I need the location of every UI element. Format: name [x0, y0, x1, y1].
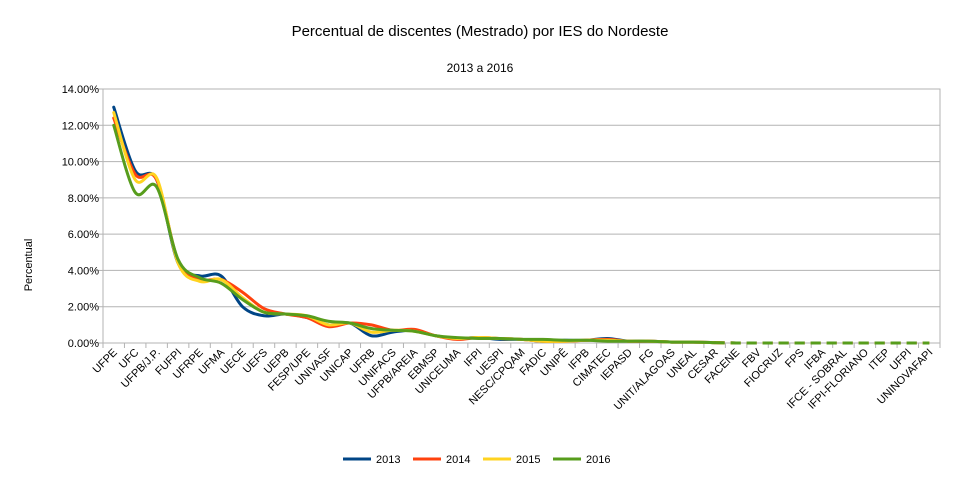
y-tick-label: 12.00% [62, 120, 100, 132]
legend: 2013 2014 2015 2016 [343, 454, 610, 466]
y-tick-label: 0.00% [68, 338, 99, 350]
y-tick-label: 8.00% [68, 193, 99, 205]
chart-subtitle: 2013 a 2016 [447, 61, 514, 75]
series-line-2016 [112, 123, 717, 345]
y-tick-label: 10.00% [62, 157, 100, 169]
x-tick-label: UFPE [91, 347, 120, 376]
y-tick-label: 4.00% [68, 265, 99, 277]
series-layer [112, 105, 930, 345]
x-tick-label: FPS [783, 347, 807, 371]
legend-label-2013: 2013 [376, 454, 400, 466]
grid-layer [102, 88, 941, 344]
series-line-2013 [112, 105, 717, 345]
y-tick-label: 14.00% [62, 84, 100, 96]
x-tick-label: ITEP [867, 347, 893, 373]
x-tick-layer: UFPEUFCUFPB/J.P.FUFPIUFRPEUFMAUECEUEFSUE… [91, 343, 941, 413]
legend-label-2016: 2016 [586, 454, 610, 466]
series-line-2015 [112, 111, 717, 345]
legend-label-2015: 2015 [516, 454, 540, 466]
legend-label-2014: 2014 [446, 454, 470, 466]
y-tick-label: 2.00% [68, 302, 99, 314]
plot-area [102, 88, 941, 344]
chart-title: Percentual de discentes (Mestrado) por I… [292, 23, 669, 40]
y-axis-label: Percentual [23, 239, 35, 292]
series-line-2014 [112, 116, 717, 345]
y-tick-label: 6.00% [68, 229, 99, 241]
y-tick-layer: 0.00% 2.00% 4.00% 6.00% 8.00% 10.00% 12.00% 14.… [62, 84, 103, 350]
